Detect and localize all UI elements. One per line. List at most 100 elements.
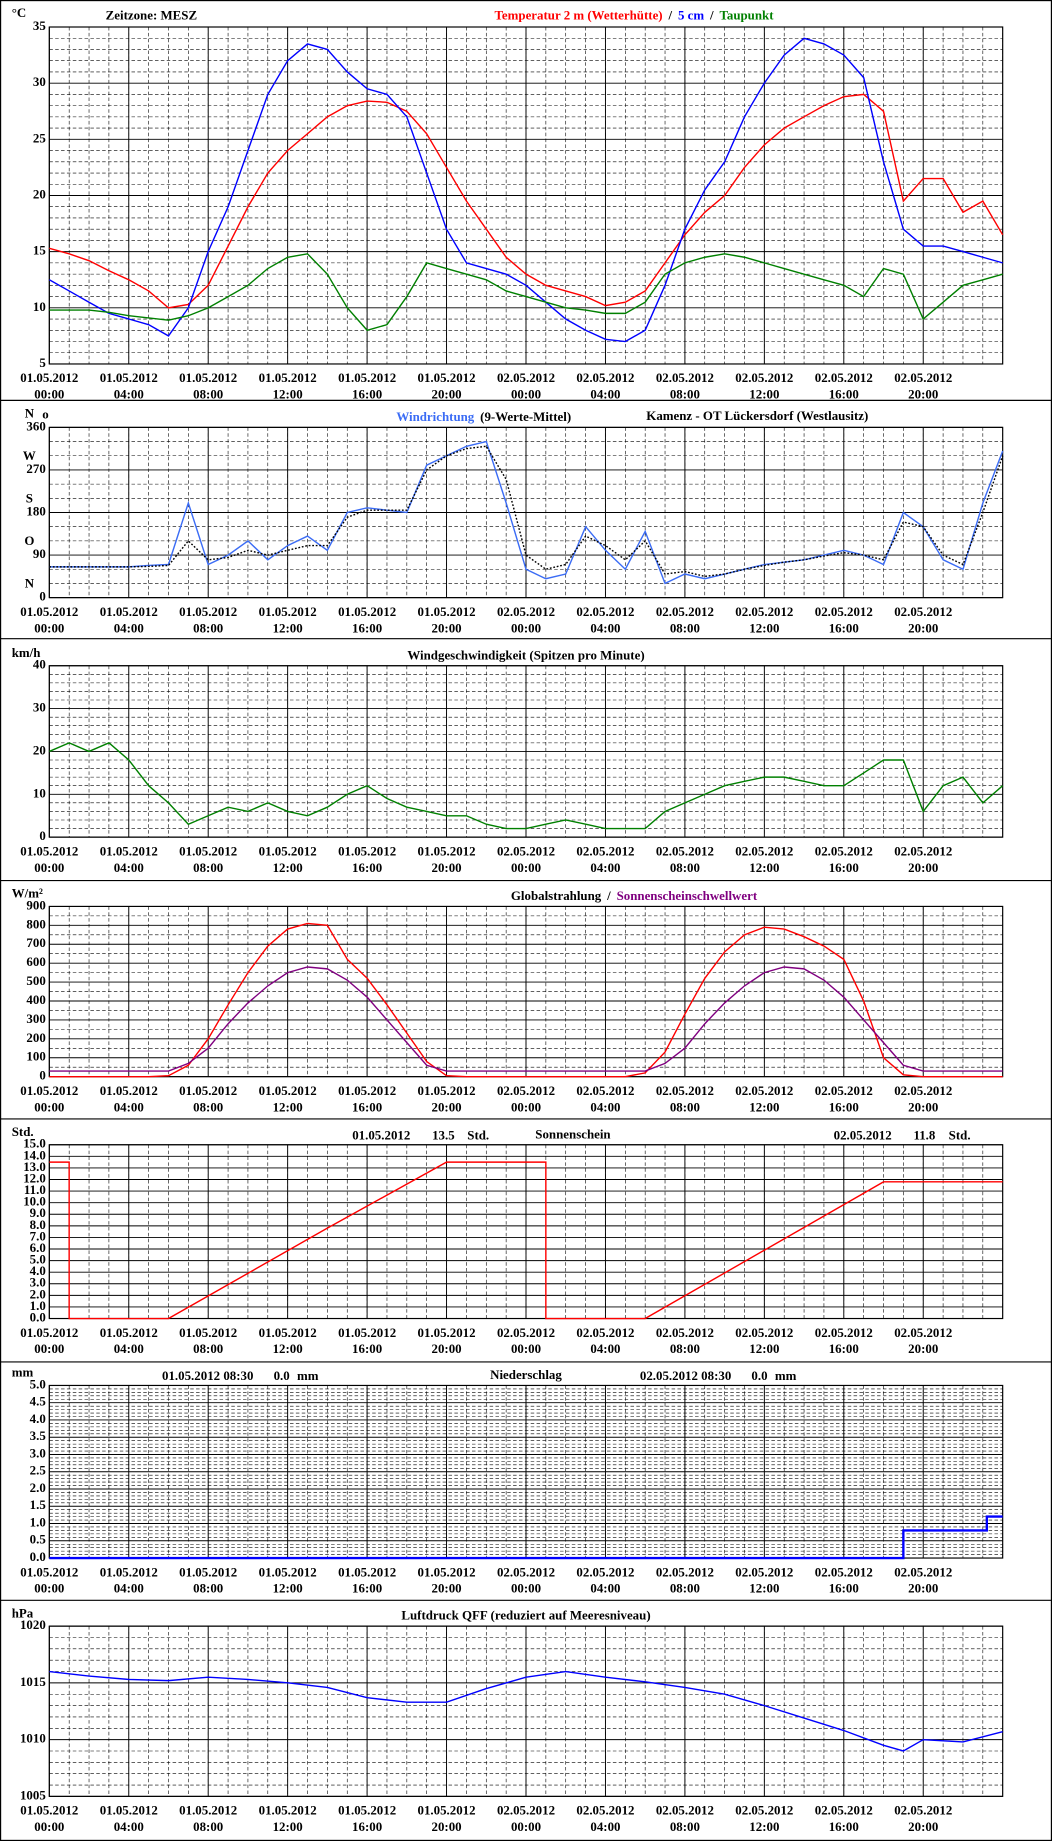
x-tick-label: 00:00: [34, 1099, 64, 1114]
series-line: [49, 440, 1004, 585]
y-tick-label: 400: [26, 992, 45, 1007]
y-tick-label: 14.0: [23, 1147, 46, 1162]
x-tick-label: 20:00: [431, 1819, 461, 1834]
x-tick-label: 02.05.2012: [894, 370, 952, 385]
annotation: 11.8: [913, 1128, 935, 1143]
y-tick-label: 700: [26, 935, 45, 950]
unit-label: km/h: [12, 645, 41, 660]
y-tick-label: 25: [33, 130, 46, 145]
y-tick-label: 1010: [20, 1731, 46, 1746]
x-tick-label: 02.05.2012: [815, 1803, 873, 1818]
x-tick-label: 02.05.2012: [735, 1325, 793, 1340]
x-tick-label: 02.05.2012: [497, 1803, 555, 1818]
x-tick-label: 12:00: [749, 1099, 779, 1114]
x-tick-label: 01.05.2012: [418, 604, 476, 619]
legend-entry: Windrichtung: [396, 409, 474, 424]
x-tick-label: 04:00: [590, 620, 620, 635]
x-tick-label: 01.05.2012: [338, 604, 396, 619]
chart-title: Luftdruck QFF (reduziert auf Meeresnivea…: [401, 1608, 650, 1623]
x-tick-label: 00:00: [511, 1819, 541, 1834]
x-tick-label: 01.05.2012: [100, 1325, 158, 1340]
series-line: [49, 966, 1003, 1072]
x-tick-label: 00:00: [511, 1341, 541, 1356]
compass-label: O: [24, 533, 34, 548]
y-tick-label: 300: [26, 1011, 45, 1026]
x-tick-label: 16:00: [829, 620, 859, 635]
x-tick-label: 20:00: [908, 1099, 938, 1114]
x-tick-label: 16:00: [352, 1099, 382, 1114]
y-tick-label: 15: [33, 243, 46, 258]
unit-label: Std.: [12, 1124, 34, 1139]
chart-title: Niederschlag: [490, 1367, 562, 1382]
y-tick-label: 360: [26, 418, 45, 433]
y-tick-label: 12.0: [23, 1170, 46, 1185]
y-tick-label: 3.0: [30, 1275, 46, 1290]
annotation: Std.: [949, 1128, 971, 1143]
legend-entry: 5 cm: [678, 7, 704, 22]
panel: 01.05.201200:0001.05.201204:0001.05.2012…: [0, 405, 1052, 640]
x-tick-label: 12:00: [749, 620, 779, 635]
x-tick-label: 01.05.2012: [259, 604, 317, 619]
annotation: 13.5: [432, 1128, 455, 1143]
x-tick-label: 02.05.2012: [576, 1325, 634, 1340]
y-tick-label: 9.0: [30, 1205, 46, 1220]
x-tick-label: 02.05.2012: [576, 1083, 634, 1098]
x-tick-label: 02.05.2012: [576, 370, 634, 385]
x-tick-label: 08:00: [193, 387, 223, 402]
x-tick-label: 08:00: [193, 620, 223, 635]
y-tick-label: 5.0: [30, 1252, 46, 1267]
x-tick-label: 02.05.2012: [656, 1803, 714, 1818]
x-tick-label: 02.05.2012: [656, 843, 714, 858]
x-tick-label: 02.05.2012: [735, 1803, 793, 1818]
x-tick-label: 12:00: [749, 387, 779, 402]
x-tick-label: 12:00: [273, 860, 303, 875]
x-tick-label: 02.05.2012: [735, 1083, 793, 1098]
x-tick-label: 01.05.2012: [20, 1325, 78, 1340]
x-tick-label: 01.05.2012: [338, 843, 396, 858]
x-tick-label: 16:00: [829, 1819, 859, 1834]
x-tick-label: 02.05.2012: [815, 604, 873, 619]
x-tick-label: 01.05.2012: [100, 1083, 158, 1098]
x-tick-label: 01.05.2012: [20, 843, 78, 858]
panel: 01.05.201200:0001.05.201204:0001.05.2012…: [0, 1124, 1052, 1363]
y-tick-label: 0.0: [30, 1309, 46, 1324]
x-tick-label: 01.05.2012: [100, 843, 158, 858]
chart-title: Windgeschwindigkeit (Spitzen pro Minute): [407, 647, 644, 662]
y-tick-label: 10: [33, 299, 46, 314]
compass-label: N: [25, 576, 35, 591]
y-tick-label: 20: [33, 186, 46, 201]
x-tick-label: 16:00: [352, 860, 382, 875]
x-tick-label: 20:00: [431, 1341, 461, 1356]
unit-label: mm: [12, 1365, 34, 1380]
x-tick-label: 04:00: [114, 1341, 144, 1356]
compass-label: W: [23, 448, 36, 463]
x-tick-label: 02.05.2012: [894, 1803, 952, 1818]
note: Zeitzone: MESZ: [106, 7, 197, 22]
legend-separator: /: [667, 7, 672, 22]
x-tick-label: 00:00: [34, 860, 64, 875]
y-tick-label: 5.0: [30, 1376, 46, 1391]
x-tick-label: 02.05.2012: [735, 1564, 793, 1579]
x-tick-label: 08:00: [670, 1341, 700, 1356]
x-tick-label: 04:00: [114, 387, 144, 402]
x-tick-label: 12:00: [273, 1341, 303, 1356]
x-tick-label: 04:00: [590, 1819, 620, 1834]
x-tick-label: 01.05.2012: [20, 1564, 78, 1579]
y-tick-label: 6.0: [30, 1240, 46, 1255]
x-tick-label: 01.05.2012: [179, 604, 237, 619]
x-tick-label: 04:00: [114, 1581, 144, 1596]
y-tick-label: 0: [39, 589, 45, 604]
x-tick-label: 01.05.2012: [179, 1325, 237, 1340]
x-tick-label: 01.05.2012: [179, 1803, 237, 1818]
y-tick-label: 90: [33, 546, 46, 561]
x-tick-label: 01.05.2012: [259, 843, 317, 858]
x-tick-label: 20:00: [908, 387, 938, 402]
y-tick-label: 10: [33, 785, 46, 800]
y-tick-label: 0.0: [30, 1549, 46, 1564]
x-tick-label: 12:00: [273, 1581, 303, 1596]
x-tick-label: 01.05.2012: [338, 1803, 396, 1818]
x-tick-label: 00:00: [34, 387, 64, 402]
y-tick-label: 180: [26, 503, 45, 518]
y-tick-label: 1020: [20, 1617, 46, 1632]
x-tick-label: 20:00: [908, 1341, 938, 1356]
